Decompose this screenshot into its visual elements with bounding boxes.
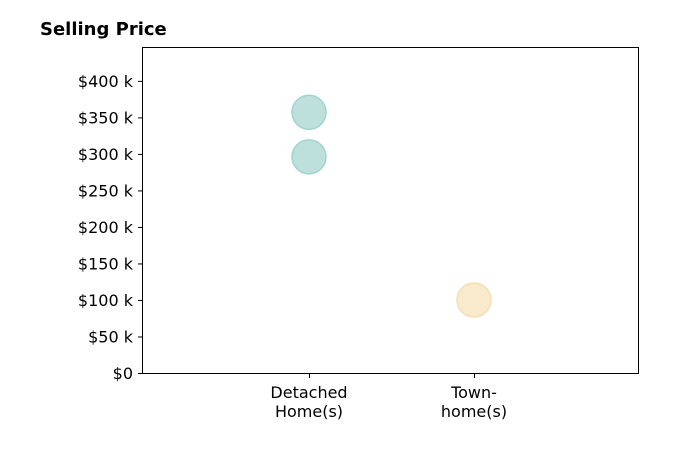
data-point xyxy=(456,282,492,318)
y-axis: $0 $50 k $100 k $150 k $200 k $250 k $300 k $35… xyxy=(78,72,143,383)
plot-frame xyxy=(142,47,639,374)
x-tick-label: Detached xyxy=(270,383,347,402)
data-point xyxy=(291,139,327,175)
x-tick-label: Town- xyxy=(450,383,497,402)
y-tick-label: $400 k xyxy=(78,72,134,91)
y-tick-label: $50 k xyxy=(88,327,134,346)
data-point xyxy=(291,94,327,131)
chart-title: Selling Price xyxy=(40,19,167,40)
y-tick-label: $150 k xyxy=(78,254,134,273)
x-tick-label: Home(s) xyxy=(275,402,343,421)
y-tick-label: $350 k xyxy=(78,108,134,127)
y-tick-label: $250 k xyxy=(78,181,134,200)
y-tick-label: $0 xyxy=(113,364,133,383)
y-tick-label: $300 k xyxy=(78,145,134,164)
y-tick-label: $200 k xyxy=(78,218,134,237)
data-points xyxy=(291,94,492,318)
y-tick-label: $100 k xyxy=(78,291,134,310)
x-tick-label: home(s) xyxy=(441,402,507,421)
